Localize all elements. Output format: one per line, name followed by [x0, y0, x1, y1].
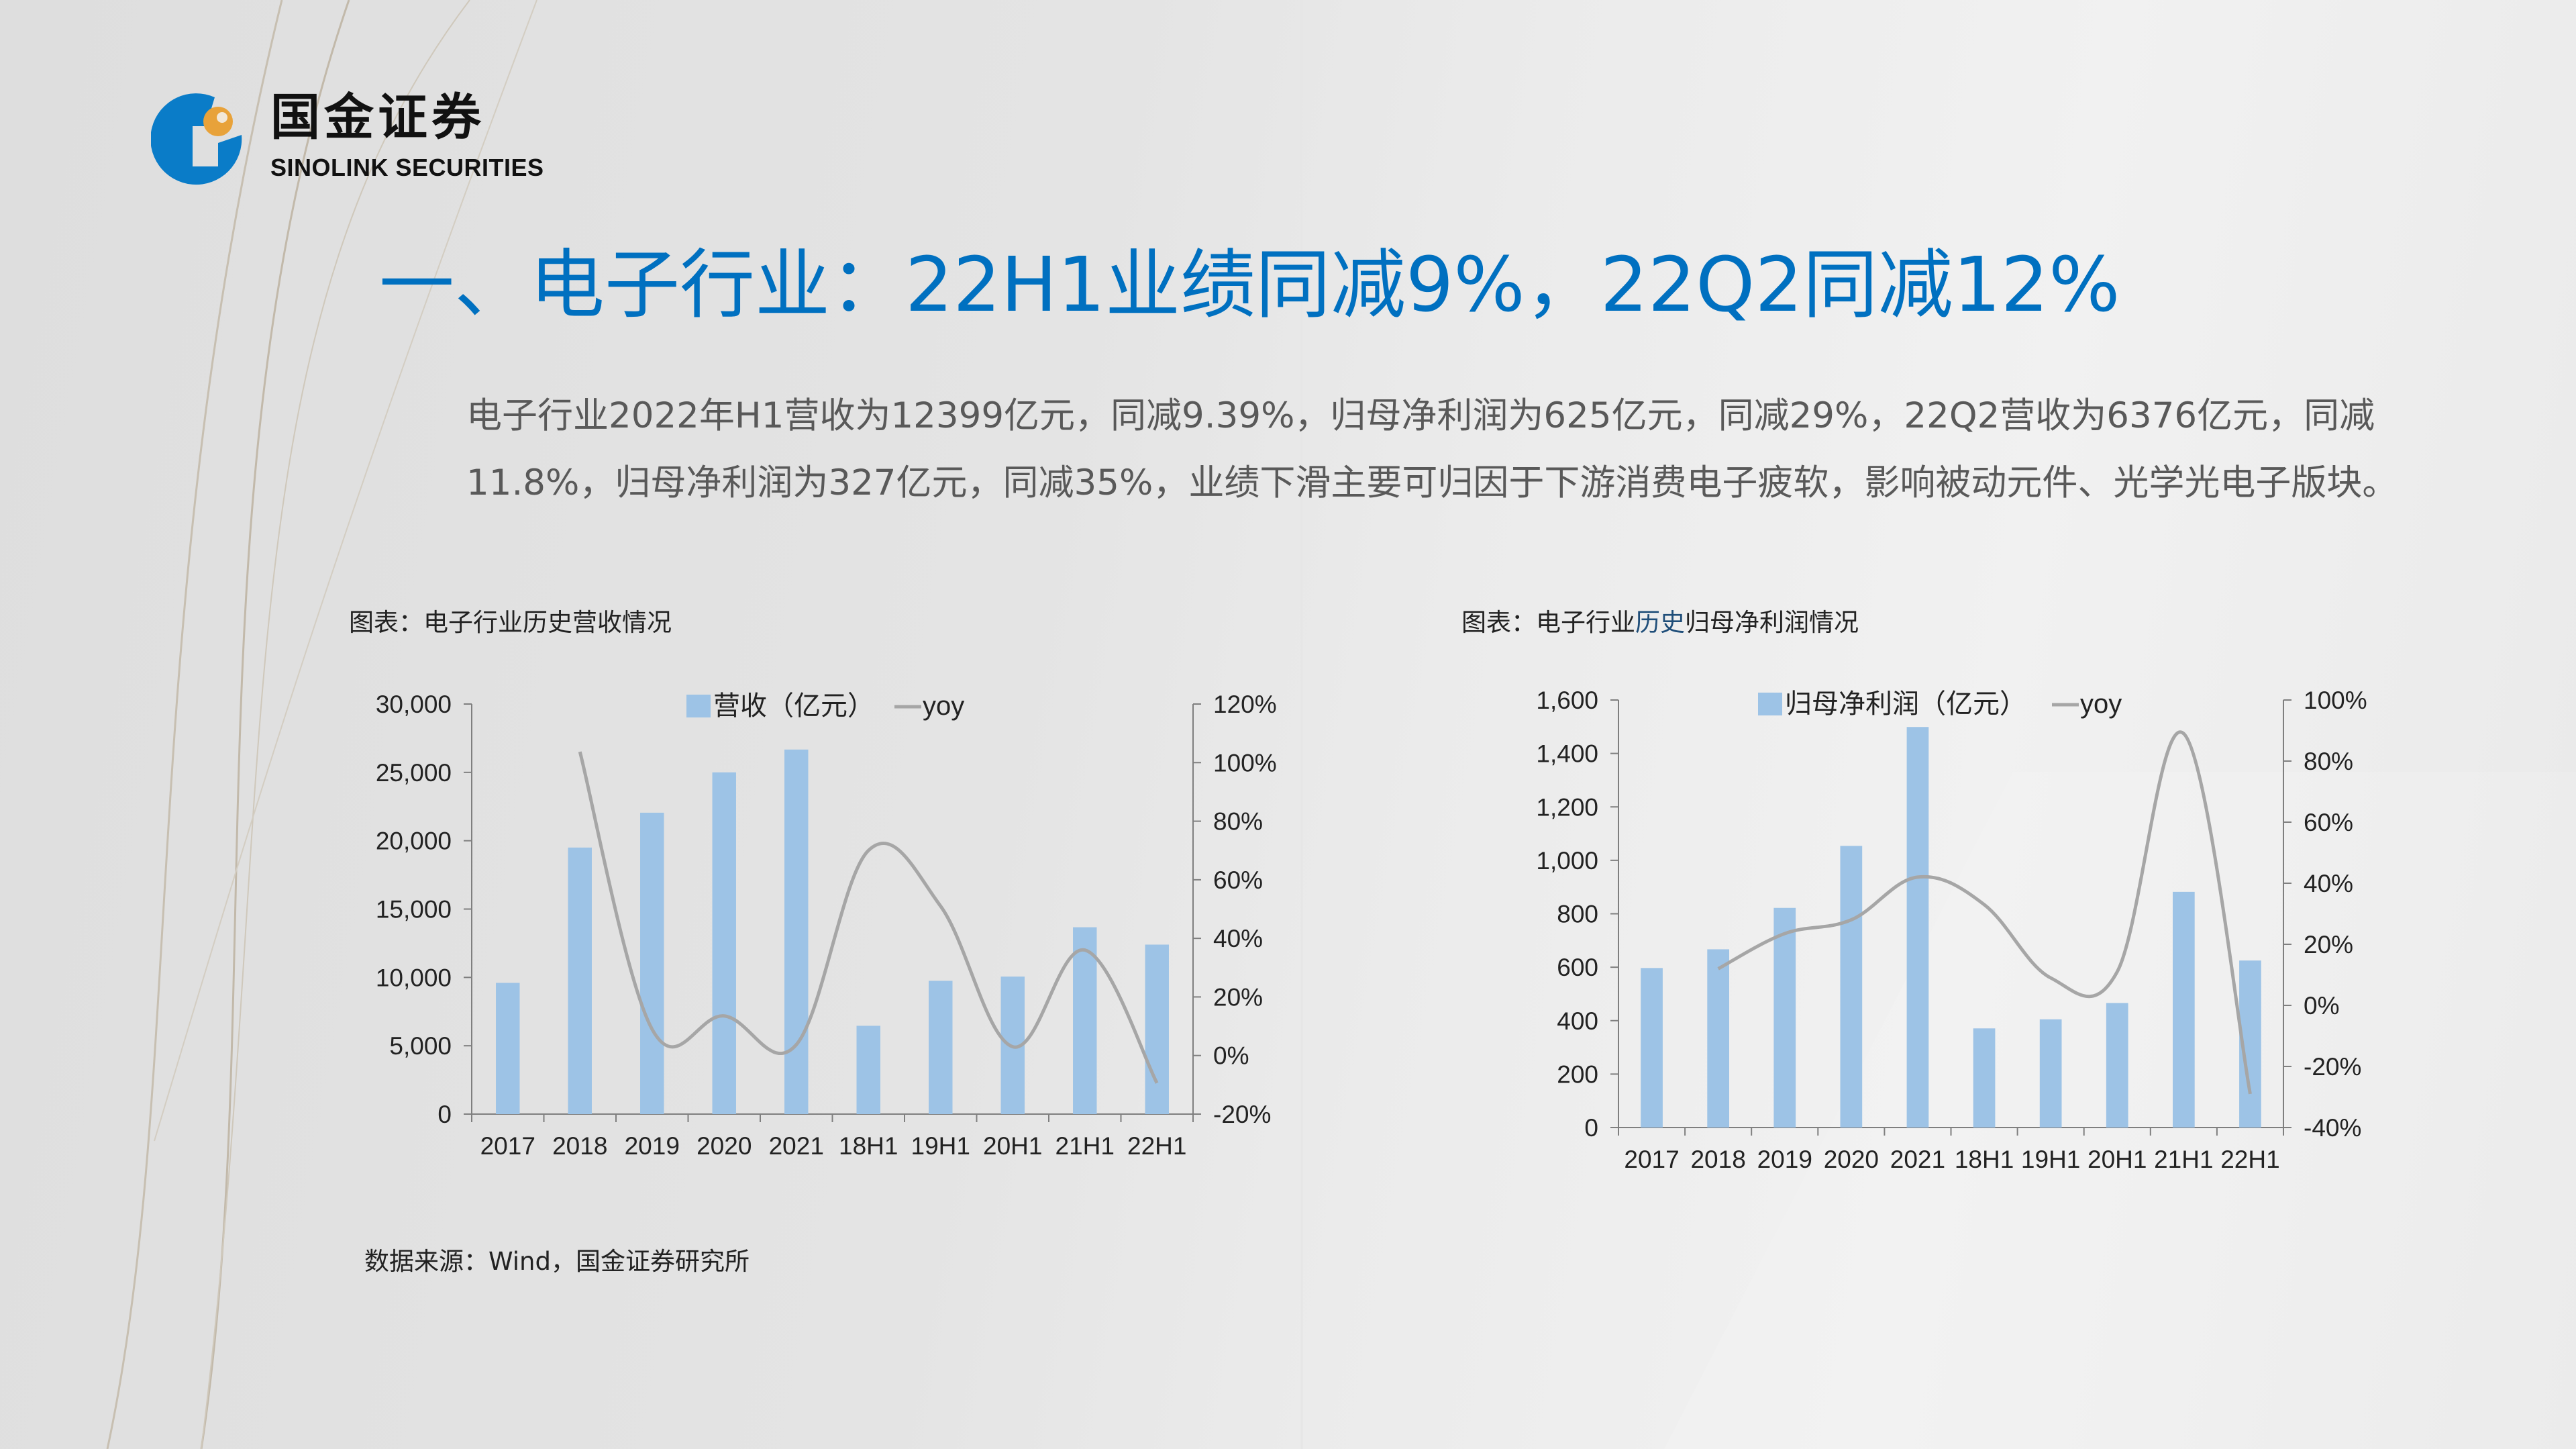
y-axis-tick-label: 15,000	[376, 896, 452, 923]
bar	[2106, 1003, 2128, 1128]
y2-axis-tick-label: 40%	[1213, 925, 1263, 952]
bar	[856, 1026, 880, 1114]
x-axis-tick-label: 2019	[1757, 1146, 1812, 1173]
bar	[640, 812, 664, 1114]
logo-name-cn: 国金证券	[270, 89, 485, 146]
bar	[784, 749, 809, 1114]
chart-caption-revenue: 图表：电子行业历史营收情况	[349, 608, 672, 637]
x-axis-tick-label: 2017	[1624, 1146, 1679, 1173]
bar	[1145, 944, 1169, 1114]
x-axis-tick-label: 19H1	[911, 1132, 970, 1160]
logo-name-en: SINOLINK SECURITIES	[270, 154, 544, 181]
bar	[1641, 968, 1663, 1128]
y2-axis-tick-label: 100%	[1213, 749, 1277, 777]
chart-caption-profit: 图表：电子行业历史归母净利润情况	[1461, 607, 1859, 638]
x-axis-tick-label: 21H1	[2154, 1146, 2213, 1173]
y-axis-tick-label: 400	[1557, 1007, 1598, 1035]
bar	[2039, 1019, 2062, 1128]
svg-text:yoy: yoy	[923, 691, 964, 721]
y2-axis-tick-label: 40%	[2304, 870, 2353, 897]
y-axis-tick-label: 0	[437, 1101, 452, 1128]
y-axis-tick-label: 1,400	[1536, 740, 1598, 768]
y-axis-tick-label: 10,000	[376, 964, 452, 991]
bar	[568, 847, 592, 1114]
caption-suffix: 归母净利润情况	[1685, 608, 1859, 637]
y-axis-tick-label: 20,000	[376, 828, 452, 855]
x-axis-tick-label: 2020	[697, 1132, 752, 1160]
revenue-chart: 0 5,000 10,000 15,000 20,000 25,000 30,000 -20%…	[322, 671, 1329, 1181]
y2-axis-tick-label: 100%	[2304, 687, 2367, 714]
x-axis-tick-label: 19H1	[2021, 1146, 2080, 1173]
y2-axis-tick-label: 120%	[1213, 691, 1277, 718]
x-axis-tick-label: 2018	[1690, 1146, 1745, 1173]
chart-legend: 营收（亿元） yoy	[686, 691, 964, 721]
y2-axis-tick-label: 20%	[2304, 931, 2353, 958]
y-axis-tick-label: 600	[1557, 954, 1598, 981]
x-axis-tick-label: 22H1	[1127, 1132, 1186, 1160]
yoy-line	[1717, 730, 2252, 1095]
y2-axis-tick-label: -20%	[2304, 1053, 2361, 1081]
y2-axis-tick-label: -40%	[2304, 1114, 2361, 1142]
chart-legend: 归母净利润（亿元） yoy	[1758, 689, 2122, 719]
x-axis-tick-label: 20H1	[2088, 1146, 2147, 1173]
bar	[1773, 907, 1796, 1128]
yoy-line	[578, 751, 1159, 1084]
y-axis-tick-label: 30,000	[376, 691, 452, 718]
x-axis-tick-label: 22H1	[2220, 1146, 2279, 1173]
y-axis-tick-label: 1,200	[1536, 793, 1598, 821]
x-axis-tick-label: 2018	[552, 1132, 607, 1160]
profit-chart: 0 200 400 600 800 1,000 1,200 1,400 1,600 -40% -20…	[1443, 671, 2449, 1195]
y2-axis-tick-label: 20%	[1213, 983, 1263, 1011]
page-title: 一、电子行业：22H1业绩同减9%，22Q2同减12%	[379, 242, 2120, 329]
x-axis-tick-label: 18H1	[839, 1132, 898, 1160]
y-axis-tick-label: 5,000	[389, 1032, 452, 1060]
bar	[1906, 727, 1929, 1128]
x-axis-tick-label: 21H1	[1055, 1132, 1115, 1160]
y2-axis-tick-label: -20%	[1213, 1101, 1271, 1128]
x-axis-tick-label: 2021	[769, 1132, 824, 1160]
y2-axis-tick-label: 60%	[2304, 809, 2353, 836]
y-axis-tick-label: 1,000	[1536, 847, 1598, 875]
bar	[496, 983, 520, 1114]
y2-axis-tick-label: 80%	[2304, 748, 2353, 775]
bar	[1840, 846, 1863, 1128]
x-axis-tick-label: 2020	[1824, 1146, 1879, 1173]
x-axis-tick-label: 2019	[625, 1132, 680, 1160]
x-axis-tick-label: 18H1	[1955, 1146, 2014, 1173]
caption-prefix: 图表：电子行业	[1461, 608, 1635, 637]
bar	[1973, 1028, 1996, 1128]
bar	[1073, 927, 1097, 1114]
bar	[2172, 891, 2195, 1128]
bar	[929, 981, 953, 1114]
svg-text:营收（亿元）: 营收（亿元）	[713, 691, 874, 721]
y2-axis-tick-label: 60%	[1213, 866, 1263, 894]
y2-axis-tick-label: 0%	[1213, 1042, 1249, 1070]
data-source-note: 数据来源：Wind，国金证券研究所	[364, 1247, 750, 1276]
company-logo: 国金证券 SINOLINK SECURITIES	[151, 84, 594, 191]
caption-highlight: 历史	[1635, 608, 1685, 637]
bar	[1707, 949, 1730, 1128]
x-axis-tick-label: 2017	[480, 1132, 535, 1160]
svg-text:yoy: yoy	[2080, 689, 2122, 719]
y-axis-tick-label: 25,000	[376, 759, 452, 787]
sinolink-logo-icon	[151, 93, 242, 185]
y2-axis-tick-label: 80%	[1213, 808, 1263, 836]
profit-chart-svg: 0 200 400 600 800 1,000 1,200 1,400 1,600 -40% -20…	[1536, 687, 2367, 1173]
y-axis-tick-label: 200	[1557, 1060, 1598, 1088]
y-axis-tick-label: 800	[1557, 901, 1598, 928]
y-axis-tick-label: 1,600	[1536, 687, 1598, 714]
summary-paragraph: 电子行业2022年H1营收为12399亿元，同减9.39%，归母净利润为625亿…	[466, 395, 2398, 503]
x-axis-tick-label: 20H1	[983, 1132, 1042, 1160]
y-axis-tick-label: 0	[1584, 1114, 1598, 1142]
bar	[712, 772, 736, 1114]
y2-axis-tick-label: 0%	[2304, 992, 2339, 1019]
revenue-chart-svg: 0 5,000 10,000 15,000 20,000 25,000 30,000 -20%…	[376, 691, 1277, 1160]
x-axis-tick-label: 2021	[1890, 1146, 1945, 1173]
svg-text:归母净利润（亿元）: 归母净利润（亿元）	[1785, 689, 2026, 719]
